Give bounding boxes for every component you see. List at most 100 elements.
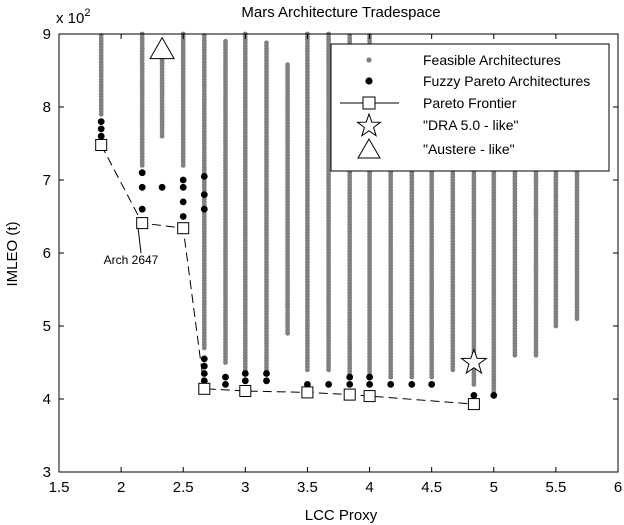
legend-item-austere: "Austere - like": [357, 138, 515, 159]
fuzzy-pareto-point: [138, 183, 146, 191]
feasible-point: [264, 40, 269, 46]
legend-item-dra: "DRA 5.0 - like": [356, 112, 519, 137]
x-tick-label: 1.5: [49, 479, 70, 496]
legend-item-fuzzy: Fuzzy Pareto Architectures: [365, 73, 590, 89]
legend-item-frontier: Pareto Frontier: [340, 95, 517, 111]
fuzzy-pareto-point: [346, 373, 354, 381]
legend-austere-triangle-marker: [357, 138, 381, 159]
pareto-frontier-point: [136, 217, 149, 230]
fuzzy-pareto-point: [97, 118, 105, 125]
y-tick-labels: 3 4 5 6 7 8 9: [43, 26, 51, 481]
y-tick-label: 8: [43, 99, 51, 116]
y-tick-label: 3: [43, 464, 51, 481]
fuzzy-pareto-point: [241, 370, 249, 377]
fuzzy-pareto-point: [200, 362, 208, 370]
fuzzy-pareto-point: [200, 205, 208, 213]
y-tick-label: 9: [43, 26, 51, 43]
y-tick-label: 6: [43, 245, 51, 262]
fuzzy-pareto-point: [470, 392, 478, 399]
pareto-frontier-point: [467, 398, 480, 411]
fuzzy-pareto-point: [200, 191, 208, 199]
fuzzy-pareto-point: [366, 373, 373, 381]
fuzzy-pareto-point: [222, 381, 229, 388]
fuzzy-pareto-point: [428, 381, 436, 388]
pareto-frontier-line: [100, 144, 474, 405]
feasible-point: [305, 323, 310, 329]
x-tick-label: 5.5: [545, 479, 566, 496]
arch-2647-label: Arch 2647: [104, 253, 159, 267]
fuzzy-pareto-point: [387, 381, 395, 388]
legend-frontier-label: Pareto Frontier: [423, 95, 517, 111]
fuzzy-pareto-point: [200, 355, 208, 363]
legend-austere-label: "Austere - like": [423, 141, 515, 157]
x-tick-label: 2.5: [173, 479, 194, 496]
fuzzy-pareto-point: [97, 132, 105, 140]
chart-title: Mars Architecture Tradespace: [241, 4, 440, 21]
legend-fuzzy-label: Fuzzy Pareto Architectures: [423, 73, 590, 89]
pareto-frontier-point: [198, 382, 211, 395]
y-axis-label: IMLEO (t): [4, 221, 21, 286]
fuzzy-pareto-point: [366, 381, 373, 388]
x-tick-label: 3.5: [297, 479, 318, 496]
y-multiplier-exponent: 2: [84, 7, 90, 19]
fuzzy-pareto-point: [138, 169, 146, 177]
legend-dra-star-marker: [356, 112, 382, 137]
legend-feasible-marker: [366, 57, 372, 63]
fuzzy-pareto-point: [179, 176, 187, 184]
fuzzy-pareto-points: [97, 118, 498, 399]
y-tick-label: 4: [43, 391, 51, 408]
y-tick-label: 5: [43, 318, 51, 335]
fuzzy-pareto-point: [97, 125, 105, 133]
fuzzy-pareto-point: [263, 370, 270, 377]
x-tick-label: 6: [614, 479, 622, 496]
legend-item-feasible: Feasible Architectures: [366, 52, 561, 68]
feasible-point: [388, 374, 394, 380]
fuzzy-pareto-point: [408, 381, 416, 388]
pareto-frontier-point: [301, 386, 314, 399]
austere-like-triangle: [149, 36, 175, 60]
fuzzy-pareto-point: [200, 173, 208, 180]
fuzzy-pareto-point: [325, 381, 332, 388]
legend: Feasible Architectures Fuzzy Pareto Arch…: [330, 43, 610, 172]
y-tick-label: 7: [43, 172, 51, 189]
y-multiplier-base: x 10: [56, 10, 84, 27]
annotations: Arch 2647: [104, 229, 159, 267]
fuzzy-pareto-point: [490, 392, 498, 399]
fuzzy-pareto-point: [179, 183, 187, 191]
fuzzy-pareto-point: [200, 370, 208, 377]
feasible-point: [285, 301, 290, 307]
x-tick-label: 5: [490, 479, 498, 496]
legend-box: [330, 43, 610, 172]
pareto-frontier-point: [343, 388, 356, 401]
pareto-frontier: [95, 139, 480, 411]
dra-like-star: [460, 347, 488, 375]
fuzzy-pareto-point: [158, 183, 166, 191]
axes: [58, 33, 619, 473]
legend-dra-label: "DRA 5.0 - like": [423, 117, 519, 133]
x-tick-label: 4: [365, 479, 373, 496]
x-tick-label: 4.5: [421, 479, 442, 496]
x-tick-labels: 1.5 2 2.5 3 3.5 4 4.5 5 5.5 6: [49, 479, 623, 496]
pareto-frontier-point: [95, 139, 108, 151]
fuzzy-pareto-point: [222, 373, 229, 381]
feasible-point: [285, 62, 290, 68]
arch-2647-leader-line: [137, 229, 142, 254]
fuzzy-pareto-point: [179, 198, 187, 206]
fuzzy-pareto-point: [138, 205, 146, 213]
special-markers: [149, 36, 488, 375]
x-tick-label: 2: [117, 479, 125, 496]
fuzzy-pareto-point: [346, 381, 354, 388]
x-axis-label: LCC Proxy: [305, 507, 378, 524]
legend-fuzzy-marker: [365, 77, 373, 85]
fuzzy-pareto-point: [304, 381, 311, 388]
legend-frontier-marker: [362, 96, 376, 110]
pareto-frontier-point: [177, 222, 190, 235]
fuzzy-pareto-point: [241, 377, 249, 385]
pareto-frontier-point: [239, 385, 252, 397]
x-tick-label: 3: [241, 479, 249, 496]
y-multiplier-label: x 102: [56, 7, 90, 27]
legend-feasible-label: Feasible Architectures: [423, 52, 561, 68]
fuzzy-pareto-point: [179, 213, 187, 220]
fuzzy-pareto-point: [263, 377, 270, 385]
